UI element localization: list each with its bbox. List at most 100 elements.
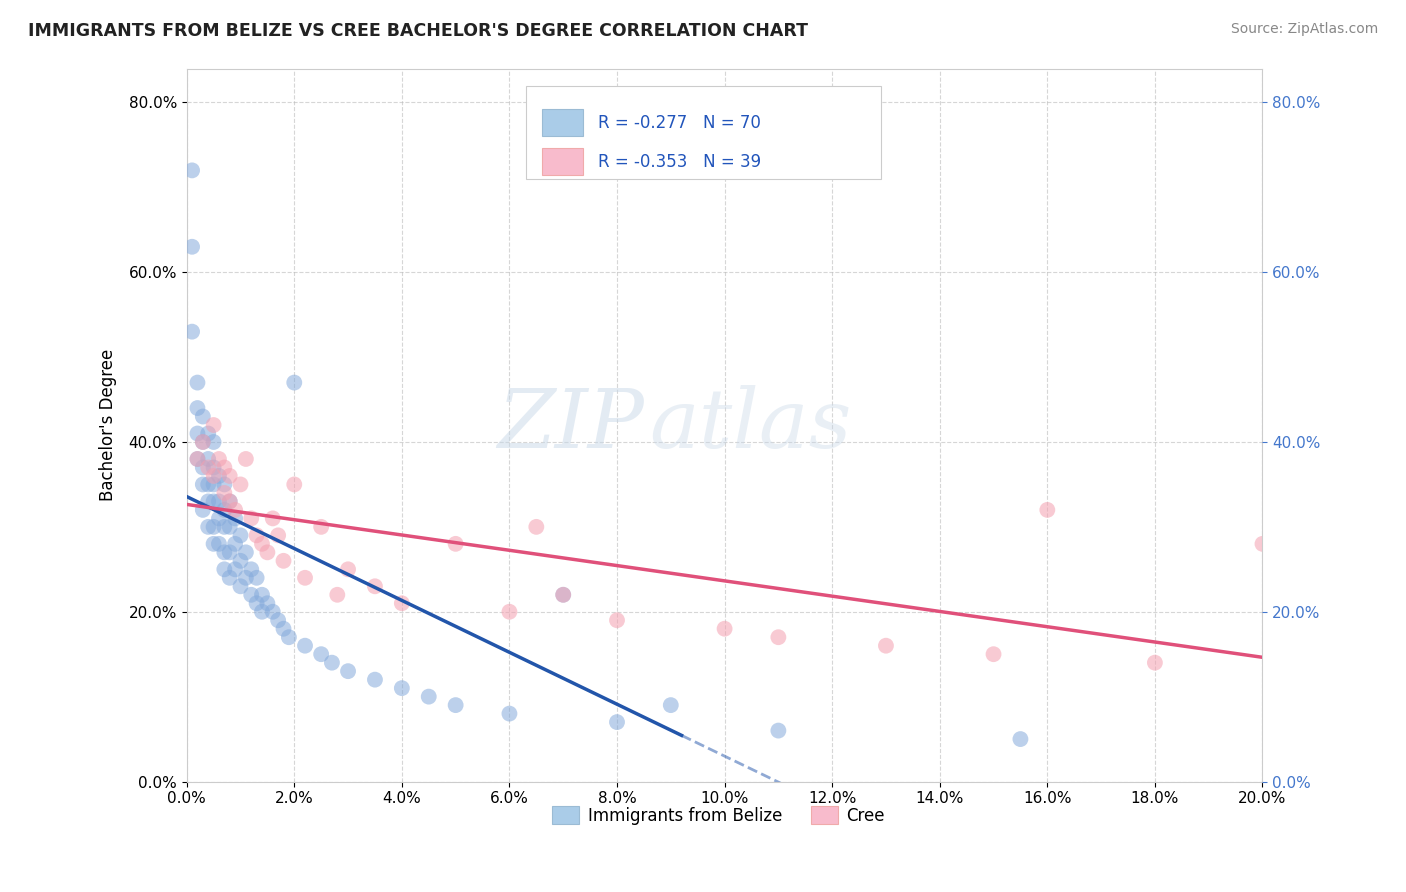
Point xyxy=(364,673,387,687)
Point xyxy=(256,545,278,559)
Point xyxy=(191,477,214,491)
Point xyxy=(214,562,236,576)
Point xyxy=(875,639,897,653)
Point xyxy=(498,605,520,619)
Point xyxy=(208,537,231,551)
Point xyxy=(235,452,257,467)
Point xyxy=(191,409,214,424)
Point xyxy=(337,664,360,678)
Point xyxy=(391,596,413,610)
Point xyxy=(208,494,231,508)
Point xyxy=(444,537,467,551)
Point xyxy=(283,477,305,491)
Text: Cree: Cree xyxy=(846,806,884,825)
Point xyxy=(202,494,225,508)
Point xyxy=(983,647,1005,661)
Text: Source: ZipAtlas.com: Source: ZipAtlas.com xyxy=(1230,22,1378,37)
Point xyxy=(309,647,332,661)
Point xyxy=(321,656,343,670)
Point xyxy=(326,588,349,602)
Point xyxy=(229,579,252,593)
Point xyxy=(186,452,208,467)
Point xyxy=(202,537,225,551)
Point xyxy=(229,477,252,491)
Point xyxy=(1036,503,1059,517)
Point xyxy=(186,376,208,390)
Y-axis label: Bachelor's Degree: Bachelor's Degree xyxy=(100,349,117,501)
Point xyxy=(181,325,204,339)
Point xyxy=(202,477,225,491)
Point xyxy=(606,715,628,730)
Point xyxy=(208,452,231,467)
Point xyxy=(214,503,236,517)
Point xyxy=(1010,732,1032,747)
Point xyxy=(218,494,240,508)
Text: IMMIGRANTS FROM BELIZE VS CREE BACHELOR'S DEGREE CORRELATION CHART: IMMIGRANTS FROM BELIZE VS CREE BACHELOR'… xyxy=(28,22,808,40)
Point xyxy=(186,401,208,415)
FancyBboxPatch shape xyxy=(541,148,582,176)
Point xyxy=(713,622,735,636)
Point xyxy=(418,690,440,704)
Point xyxy=(224,537,246,551)
FancyBboxPatch shape xyxy=(541,109,582,136)
Point xyxy=(229,528,252,542)
Point xyxy=(262,605,284,619)
Point xyxy=(197,452,219,467)
Text: R = -0.353   N = 39: R = -0.353 N = 39 xyxy=(598,153,761,171)
Point xyxy=(283,376,305,390)
FancyBboxPatch shape xyxy=(811,806,838,824)
Point xyxy=(553,588,575,602)
Point xyxy=(191,435,214,450)
Point xyxy=(235,545,257,559)
Point xyxy=(364,579,387,593)
Point xyxy=(768,723,790,738)
Point xyxy=(267,613,290,627)
Point xyxy=(240,511,263,525)
Point xyxy=(294,639,316,653)
Point xyxy=(186,452,208,467)
Point xyxy=(659,698,682,712)
Point xyxy=(197,426,219,441)
Point xyxy=(250,588,273,602)
Point xyxy=(197,520,219,534)
Point xyxy=(246,571,269,585)
Point xyxy=(197,460,219,475)
Text: atlas: atlas xyxy=(650,385,852,465)
Point xyxy=(246,528,269,542)
Point xyxy=(240,562,263,576)
FancyBboxPatch shape xyxy=(526,87,880,179)
Point xyxy=(214,477,236,491)
Point xyxy=(553,588,575,602)
Point xyxy=(229,554,252,568)
Point xyxy=(214,545,236,559)
Point xyxy=(202,469,225,483)
Point xyxy=(1143,656,1166,670)
Point xyxy=(218,520,240,534)
Point xyxy=(444,698,467,712)
Point xyxy=(218,469,240,483)
Point xyxy=(273,622,295,636)
Point xyxy=(202,435,225,450)
Point xyxy=(214,486,236,500)
Point xyxy=(246,596,269,610)
Point xyxy=(606,613,628,627)
Point xyxy=(208,469,231,483)
Point xyxy=(197,477,219,491)
Point xyxy=(391,681,413,695)
Point xyxy=(768,630,790,644)
Point xyxy=(273,554,295,568)
Text: Immigrants from Belize: Immigrants from Belize xyxy=(588,806,782,825)
Point xyxy=(224,511,246,525)
Point xyxy=(202,520,225,534)
Point xyxy=(218,545,240,559)
Point xyxy=(498,706,520,721)
Point xyxy=(214,520,236,534)
Point xyxy=(524,520,547,534)
Point xyxy=(197,494,219,508)
Point xyxy=(218,494,240,508)
Point xyxy=(250,537,273,551)
Point xyxy=(309,520,332,534)
Point xyxy=(224,503,246,517)
Point xyxy=(218,571,240,585)
Point xyxy=(240,588,263,602)
